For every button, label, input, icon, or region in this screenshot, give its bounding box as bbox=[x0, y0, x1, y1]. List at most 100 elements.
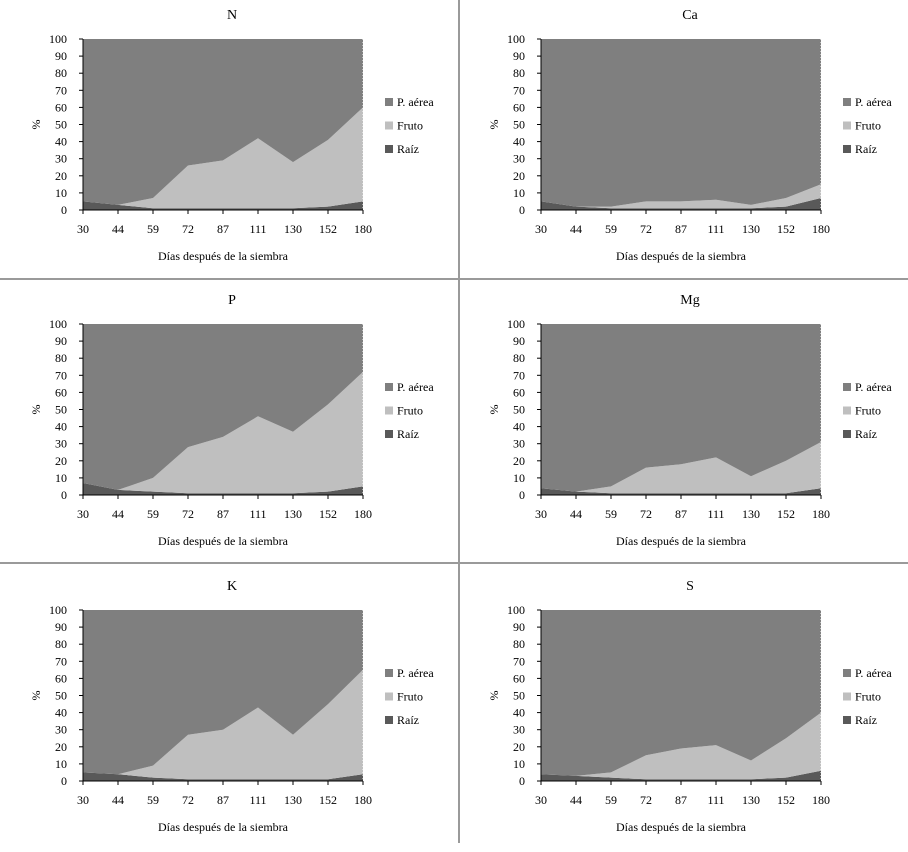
x-tick-label: 87 bbox=[675, 507, 687, 521]
x-tick-label: 30 bbox=[77, 507, 89, 521]
y-tick-label: 90 bbox=[55, 49, 67, 63]
legend-swatch-p-a-rea bbox=[385, 669, 393, 677]
x-tick-label: 87 bbox=[217, 507, 229, 521]
legend-label-ra-z: Raíz bbox=[855, 713, 877, 727]
y-tick-label: 50 bbox=[513, 118, 525, 132]
chart-panel-s: S 0 10 20 30 40 50 60 70 80 90 100 30 44 59 72 87 111 130 1… bbox=[458, 571, 908, 852]
y-tick-label: 0 bbox=[519, 488, 525, 502]
area-series-fruto bbox=[83, 669, 363, 780]
x-tick-label: 111 bbox=[707, 793, 724, 807]
x-tick-label: 180 bbox=[812, 793, 830, 807]
x-tick-label: 130 bbox=[742, 507, 760, 521]
legend-swatch-fruto bbox=[385, 121, 393, 130]
y-tick-label: 80 bbox=[513, 637, 525, 651]
y-tick-label: 0 bbox=[519, 774, 525, 788]
y-tick-label: 90 bbox=[513, 620, 525, 634]
chart-title: S bbox=[686, 579, 694, 594]
chart-panel-k: K 0 10 20 30 40 50 60 70 80 90 100 30 44 59 72 87 111 130 1… bbox=[0, 571, 450, 852]
legend-swatch-fruto bbox=[843, 406, 851, 415]
area-series-ra-z bbox=[83, 201, 363, 210]
x-tick-label: 152 bbox=[777, 507, 795, 521]
y-tick-label: 20 bbox=[513, 454, 525, 468]
y-tick-label: 80 bbox=[55, 637, 67, 651]
y-tick-label: 30 bbox=[55, 152, 67, 166]
y-tick-label: 40 bbox=[513, 706, 525, 720]
y-tick-label: 60 bbox=[55, 385, 67, 399]
chart-panel-n: N 0 10 20 30 40 50 60 70 80 90 100 30 44 59 72 87 111 130 1… bbox=[0, 0, 450, 281]
x-axis-label: Días después de la siembra bbox=[158, 249, 289, 263]
y-tick-label: 80 bbox=[513, 66, 525, 80]
y-tick-label: 0 bbox=[61, 203, 67, 217]
y-tick-label: 20 bbox=[513, 740, 525, 754]
horizontal-divider-bottom bbox=[0, 562, 908, 564]
legend-swatch-ra-z bbox=[385, 145, 393, 153]
y-tick-label: 30 bbox=[513, 437, 525, 451]
x-tick-label: 59 bbox=[605, 222, 617, 236]
y-tick-label: 100 bbox=[507, 603, 525, 617]
legend-label-ra-z: Raíz bbox=[397, 713, 419, 727]
y-tick-label: 40 bbox=[55, 706, 67, 720]
x-tick-label: 130 bbox=[284, 222, 302, 236]
chart-svg-k: K 0 10 20 30 40 50 60 70 80 90 100 30 44 59 72 87 111 130 1… bbox=[29, 579, 434, 834]
x-tick-label: 180 bbox=[354, 793, 372, 807]
legend-label-p-a-rea: P. aérea bbox=[397, 666, 434, 680]
chart-title: Ca bbox=[682, 8, 698, 23]
x-tick-label: 152 bbox=[319, 507, 337, 521]
y-tick-label: 60 bbox=[513, 671, 525, 685]
chart-panel-mg: Mg 0 10 20 30 40 50 60 70 80 90 100 30 44 59 72 87 111 130… bbox=[458, 285, 908, 566]
legend-label-p-a-rea: P. aérea bbox=[397, 95, 434, 109]
area-series-ra-z bbox=[541, 198, 821, 210]
x-tick-label: 72 bbox=[640, 507, 652, 521]
x-tick-label: 111 bbox=[249, 507, 266, 521]
y-tick-label: 100 bbox=[507, 32, 525, 46]
y-tick-label: 90 bbox=[513, 49, 525, 63]
legend-label-ra-z: Raíz bbox=[397, 427, 419, 441]
y-tick-label: 70 bbox=[55, 654, 67, 668]
y-tick-label: 10 bbox=[55, 757, 67, 771]
area-series-p-a-rea bbox=[541, 324, 821, 492]
y-tick-label: 40 bbox=[513, 420, 525, 434]
legend-swatch-fruto bbox=[385, 692, 393, 701]
legend-label-ra-z: Raíz bbox=[855, 142, 877, 156]
y-axis-label: % bbox=[29, 691, 43, 701]
x-tick-label: 87 bbox=[675, 222, 687, 236]
x-tick-label: 152 bbox=[777, 222, 795, 236]
chart-svg-s: S 0 10 20 30 40 50 60 70 80 90 100 30 44 59 72 87 111 130 1… bbox=[487, 579, 892, 834]
chart-svg-n: N 0 10 20 30 40 50 60 70 80 90 100 30 44 59 72 87 111 130 1… bbox=[29, 8, 434, 263]
area-series-p-a-rea bbox=[83, 610, 363, 775]
y-tick-label: 10 bbox=[55, 186, 67, 200]
area-series-p-a-rea bbox=[83, 39, 363, 205]
legend-label-fruto: Fruto bbox=[397, 404, 423, 418]
x-tick-label: 44 bbox=[570, 222, 582, 236]
y-tick-label: 20 bbox=[55, 454, 67, 468]
x-tick-label: 30 bbox=[77, 793, 89, 807]
y-tick-label: 80 bbox=[55, 351, 67, 365]
y-tick-label: 30 bbox=[55, 723, 67, 737]
y-tick-label: 30 bbox=[513, 723, 525, 737]
legend-label-ra-z: Raíz bbox=[397, 142, 419, 156]
y-tick-label: 50 bbox=[513, 689, 525, 703]
y-tick-label: 50 bbox=[55, 118, 67, 132]
legend-label-fruto: Fruto bbox=[397, 690, 423, 704]
chart-svg-p: P 0 10 20 30 40 50 60 70 80 90 100 30 44 59 72 87 111 130 1… bbox=[29, 293, 434, 548]
x-tick-label: 111 bbox=[707, 507, 724, 521]
y-tick-label: 20 bbox=[55, 169, 67, 183]
legend-swatch-p-a-rea bbox=[385, 98, 393, 106]
y-tick-label: 100 bbox=[49, 32, 67, 46]
y-tick-label: 100 bbox=[49, 603, 67, 617]
y-tick-label: 20 bbox=[513, 169, 525, 183]
x-tick-label: 87 bbox=[217, 793, 229, 807]
y-tick-label: 90 bbox=[513, 334, 525, 348]
y-tick-label: 60 bbox=[513, 385, 525, 399]
x-tick-label: 72 bbox=[640, 222, 652, 236]
area-series-p-a-rea bbox=[541, 610, 821, 776]
y-tick-label: 30 bbox=[513, 152, 525, 166]
legend-label-p-a-rea: P. aérea bbox=[855, 666, 892, 680]
chart-svg-ca: Ca 0 10 20 30 40 50 60 70 80 90 100 30 44 59 72 87 111 130… bbox=[487, 8, 892, 263]
chart-title: P bbox=[228, 293, 236, 308]
legend-label-p-a-rea: P. aérea bbox=[855, 95, 892, 109]
legend-swatch-fruto bbox=[843, 121, 851, 130]
legend-swatch-ra-z bbox=[843, 430, 851, 438]
area-series-fruto bbox=[541, 442, 821, 494]
legend-label-fruto: Fruto bbox=[855, 690, 881, 704]
